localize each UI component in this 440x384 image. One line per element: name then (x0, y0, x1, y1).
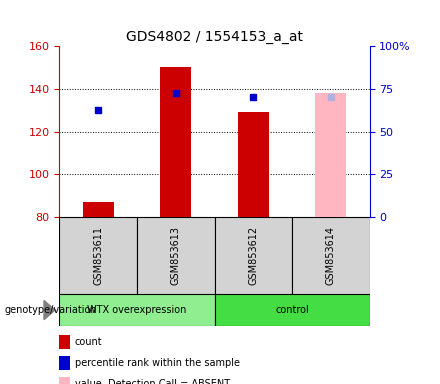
Text: control: control (275, 305, 309, 315)
Bar (137, 217, 215, 294)
Bar (83, 202, 114, 217)
Bar (160, 68, 191, 217)
Bar (215, 217, 292, 294)
Text: count: count (75, 337, 103, 347)
Text: percentile rank within the sample: percentile rank within the sample (75, 358, 240, 368)
Bar (315, 93, 346, 217)
Bar (59, 294, 215, 326)
Text: genotype/variation: genotype/variation (4, 305, 97, 315)
Bar (215, 294, 370, 326)
Text: WTX overexpression: WTX overexpression (87, 305, 187, 315)
Title: GDS4802 / 1554153_a_at: GDS4802 / 1554153_a_at (126, 30, 303, 44)
Text: GSM853612: GSM853612 (248, 226, 258, 285)
Text: GSM853614: GSM853614 (326, 226, 336, 285)
Text: value, Detection Call = ABSENT: value, Detection Call = ABSENT (75, 379, 230, 384)
Bar (292, 217, 370, 294)
Bar (238, 112, 269, 217)
Bar (59, 217, 137, 294)
Text: GSM853613: GSM853613 (171, 226, 181, 285)
Polygon shape (44, 301, 55, 319)
Text: GSM853611: GSM853611 (93, 226, 103, 285)
